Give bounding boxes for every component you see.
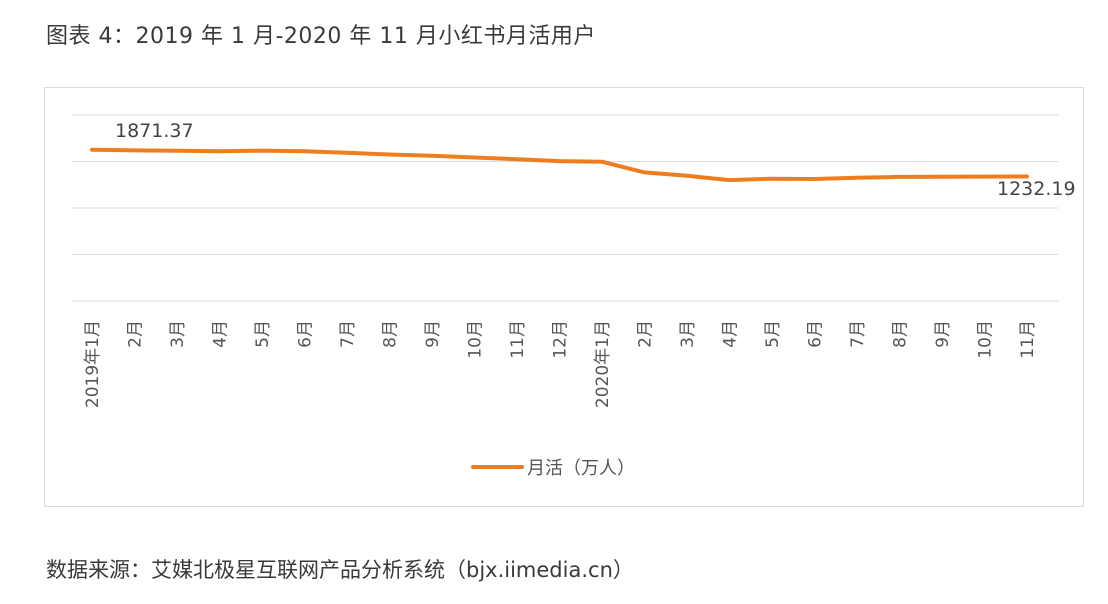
data-labels: 1871.37 1232.19 [115,120,1076,200]
x-tick-label: 12月 [551,320,571,359]
x-tick-label: 5月 [253,320,273,348]
series-line-0 [90,147,1029,183]
x-tick-label: 10月 [466,320,486,359]
gridlines [72,114,1058,302]
data-label-1: 1232.19 [997,178,1076,200]
chart-title: 图表 4：2019 年 1 月-2020 年 11 月小红书月活用户 [46,24,596,49]
x-tick-label: 4月 [211,320,231,348]
chart-frame [44,87,1084,507]
x-tick-label: 11月 [508,320,528,359]
x-tick-label: 6月 [806,320,826,348]
x-tick-label: 2月 [126,320,146,348]
x-tick-label: 6月 [296,320,316,348]
x-tick-labels: 2019年1月 2月 3月 4月 5月 6月 7月 8月 9月 10月 11月 12月 2020年1月 2… [83,320,1038,408]
x-tick-label: 11月 [1018,320,1038,359]
legend-label-0: 月活（万人） [527,458,635,479]
x-tick-label: 4月 [721,320,741,348]
x-tick-label: 9月 [933,320,953,348]
x-tick-label: 5月 [763,320,783,348]
series-lines [90,147,1029,183]
x-tick-label: 7月 [848,320,868,348]
data-label-0: 1871.37 [115,120,194,142]
x-tick-label: 8月 [891,320,911,348]
x-tick-label: 2020年1月 [593,320,613,408]
x-tick-label: 10月 [976,320,996,359]
x-tick-label: 8月 [381,320,401,348]
x-tick-label: 2月 [636,320,656,348]
x-tick-label: 7月 [338,320,358,348]
x-tick-label: 3月 [678,320,698,348]
x-tick-label: 3月 [168,320,188,348]
legend: 月活（万人） [471,458,635,479]
x-tick-label: 9月 [423,320,443,348]
x-tick-label: 2019年1月 [83,320,103,408]
source-note: 数据来源：艾媒北极星互联网产品分析系统（bjx.iimedia.cn） [46,558,634,582]
